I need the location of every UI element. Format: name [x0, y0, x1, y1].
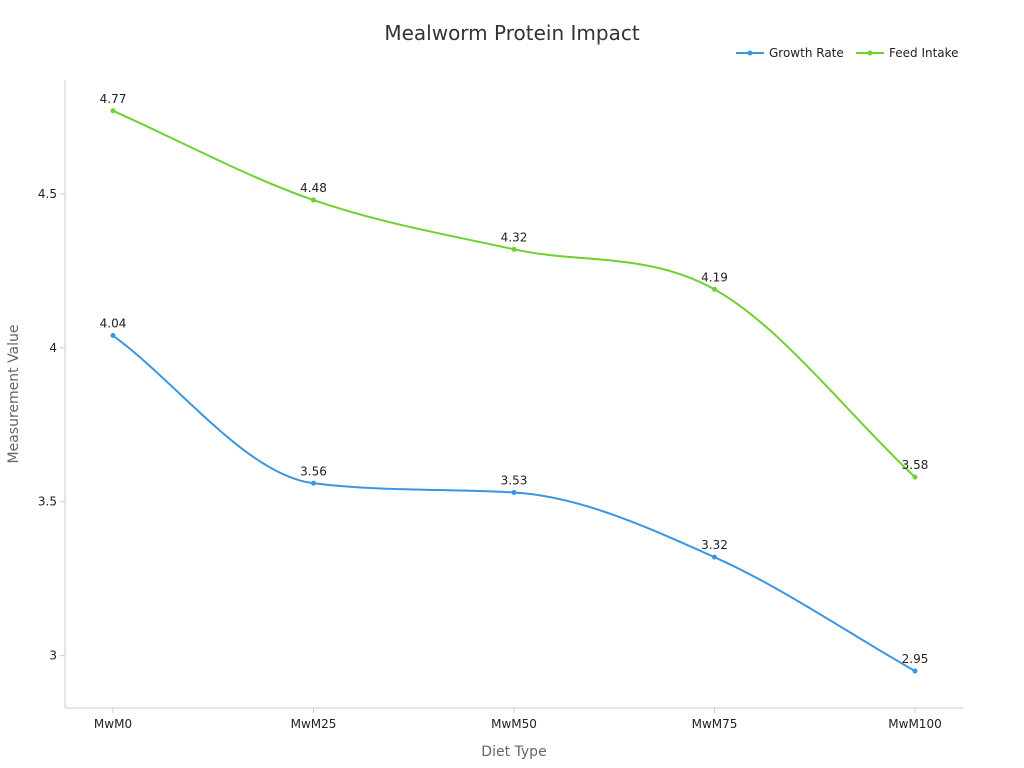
series-line-feed-intake — [112, 109, 916, 478]
y-axis-title: Measurement Value — [6, 324, 22, 463]
legend-item-feed-intake: Feed Intake — [856, 46, 959, 60]
series-line-growth-rate — [112, 334, 916, 672]
x-axis-title: Diet Type — [481, 744, 546, 760]
data-label-growth-rate: 4.04 — [100, 317, 127, 331]
x-tick-label: MwM100 — [888, 717, 941, 731]
data-label-feed-intake: 4.48 — [300, 181, 327, 195]
series-growth-rate: 4.04 3.56 3.53 3.32 2.95 — [100, 317, 929, 674]
data-point-growth-rate — [912, 668, 918, 674]
chart-title: Mealworm Protein Impact — [384, 21, 639, 45]
y-tick-label: 3 — [49, 649, 57, 663]
series-feed-intake: 4.77 4.48 4.32 4.19 3.58 — [100, 92, 929, 480]
data-point-feed-intake — [912, 474, 918, 480]
data-point-growth-rate — [110, 333, 116, 339]
data-point-growth-rate — [712, 554, 717, 560]
data-point-growth-rate — [311, 480, 316, 486]
data-label-feed-intake: 3.58 — [902, 458, 929, 472]
data-point-feed-intake — [511, 246, 517, 252]
data-label-growth-rate: 3.32 — [701, 538, 728, 552]
y-tick-label: 4.5 — [38, 187, 57, 201]
data-label-growth-rate: 3.53 — [501, 474, 528, 488]
x-tick-label: MwM0 — [94, 717, 132, 731]
legend-label: Feed Intake — [889, 46, 959, 60]
legend: Growth Rate Feed Intake — [736, 46, 959, 60]
data-label-growth-rate: 3.56 — [300, 464, 327, 478]
y-tick-label: 3.5 — [38, 495, 57, 509]
data-label-feed-intake: 4.19 — [701, 270, 728, 284]
data-label-growth-rate: 2.95 — [902, 652, 929, 666]
x-tick-label: MwM50 — [491, 717, 537, 731]
x-axis-ticks: MwM0 MwM25 MwM50 MwM75 MwM100 — [94, 708, 942, 731]
data-point-feed-intake — [311, 197, 316, 203]
legend-marker-icon — [867, 50, 873, 56]
data-point-feed-intake — [712, 286, 717, 292]
x-tick-label: MwM75 — [692, 717, 738, 731]
legend-item-growth-rate: Growth Rate — [736, 46, 844, 60]
y-axis-ticks: 3 3.5 4 4.5 — [38, 187, 65, 663]
data-point-feed-intake — [110, 108, 116, 114]
legend-marker-icon — [747, 50, 753, 56]
data-point-growth-rate — [511, 490, 517, 496]
y-tick-label: 4 — [49, 341, 57, 355]
legend-label: Growth Rate — [769, 46, 844, 60]
x-tick-label: MwM25 — [291, 717, 337, 731]
data-label-feed-intake: 4.32 — [501, 230, 528, 244]
data-label-feed-intake: 4.77 — [100, 92, 127, 106]
series-layer: 4.04 3.56 3.53 3.32 2.95 4.77 4.48 4.32 4.19 3.58 — [100, 92, 929, 674]
